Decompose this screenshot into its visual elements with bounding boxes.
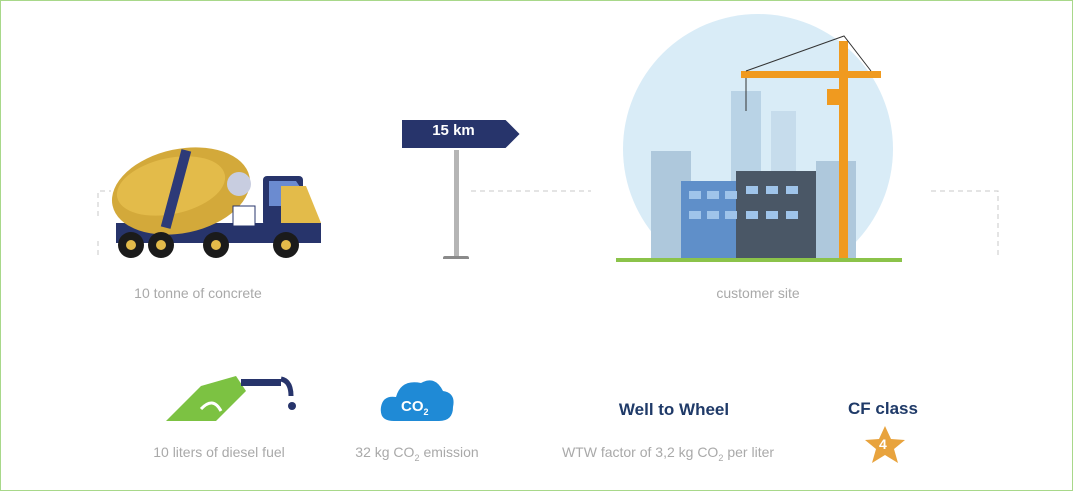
infographic: 15 km 10 tonne of concrete customer site… xyxy=(0,0,1073,491)
co: CO xyxy=(401,398,424,415)
text: per liter xyxy=(727,444,774,460)
wtw-label: WTW factor of 3,2 kg CO2 per liter xyxy=(562,444,774,463)
text: emission xyxy=(423,444,478,460)
fuel-label: 10 liters of diesel fuel xyxy=(153,444,285,460)
text: 32 kg CO xyxy=(355,444,414,460)
distance-label: 15 km xyxy=(401,122,506,139)
emission-label: 32 kg CO2 emission xyxy=(355,444,478,463)
sub: 2 xyxy=(718,453,723,463)
text: WTW factor of 3,2 kg CO xyxy=(562,444,718,460)
truck-icon xyxy=(104,135,321,258)
wtw-heading: Well to Wheel xyxy=(619,400,729,420)
cf-badge: 4 xyxy=(879,436,887,452)
sub: 2 xyxy=(414,453,419,463)
origin-label: 10 tonne of concrete xyxy=(134,285,262,301)
destination-label: customer site xyxy=(716,285,799,301)
cloud-text: CO2 xyxy=(401,398,429,417)
cf-heading: CF class xyxy=(848,399,918,419)
road-sign xyxy=(401,119,521,261)
co-sub: 2 xyxy=(424,407,429,417)
